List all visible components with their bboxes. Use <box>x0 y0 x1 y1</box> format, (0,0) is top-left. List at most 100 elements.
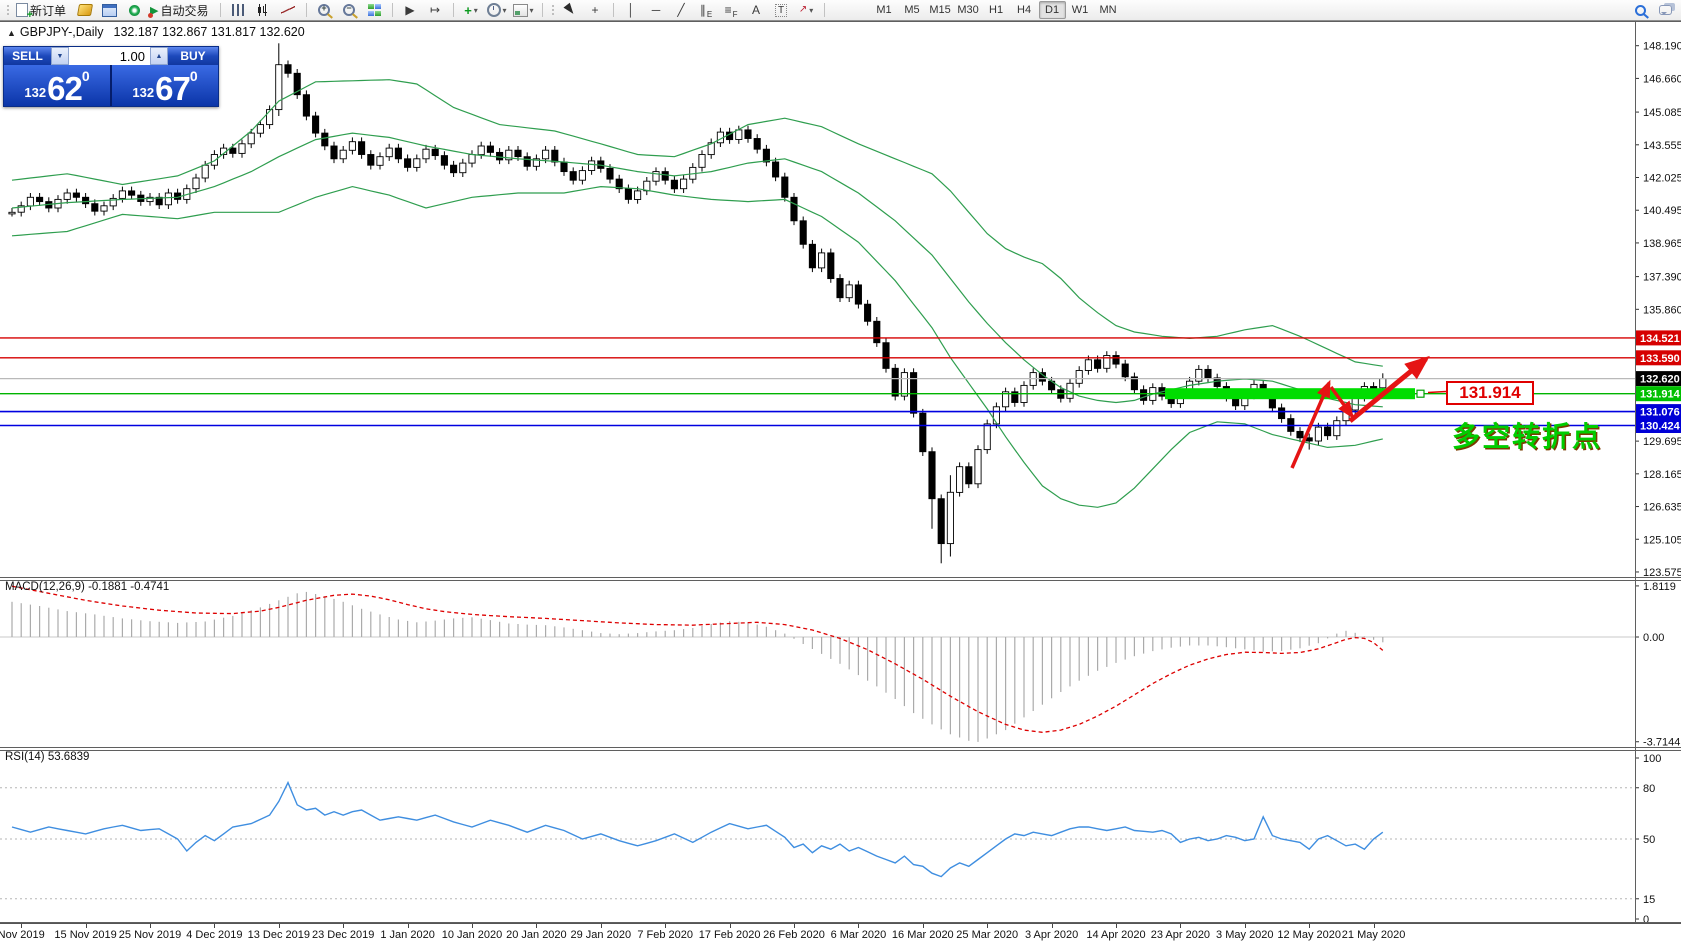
time-axis-label: 3 May 2020 <box>1216 929 1274 941</box>
search-button[interactable] <box>1629 1 1652 19</box>
candle-body <box>735 129 743 140</box>
toolbar-separator <box>305 3 307 17</box>
autotrading-button[interactable]: ▶ 自动交易 <box>148 1 213 19</box>
candle-body <box>1370 386 1378 389</box>
bar-chart-icon <box>231 4 245 16</box>
line-chart-button[interactable] <box>277 1 300 19</box>
channel-tool-button[interactable]: ∥ E <box>699 3 713 19</box>
candle-body <box>652 171 660 182</box>
candle-body <box>118 190 126 199</box>
sell-price-display[interactable]: 132 62 0 <box>4 65 110 106</box>
turning-point-annotation[interactable]: 多空转折点 <box>1452 421 1603 452</box>
chart-title: ▲ GBPJPY-,Daily 132.187 132.867 131.817 13… <box>7 25 305 39</box>
candle-body <box>698 154 706 168</box>
price-tick-label: 143.555 <box>1643 140 1681 152</box>
autotrading-icon: ▶ <box>148 5 159 18</box>
candle-body <box>100 205 108 212</box>
candle-body <box>928 451 936 500</box>
buy-price-display[interactable]: 132 67 0 <box>112 65 218 106</box>
cursor-icon <box>563 2 577 16</box>
bar-chart-button[interactable] <box>227 1 250 19</box>
time-axis-tick <box>278 924 280 928</box>
candle-body <box>348 141 356 151</box>
indicators-button[interactable]: + ▾ <box>460 1 483 19</box>
arrows-tool-button[interactable]: ↗ ▾ <box>795 1 818 19</box>
candle-body <box>413 158 421 168</box>
price-tick-label: 137.390 <box>1643 272 1681 284</box>
search-icon <box>1635 4 1646 16</box>
label-tool-button[interactable]: T <box>770 1 793 19</box>
price-tick-label: 138.965 <box>1643 238 1681 250</box>
rsi-pane <box>0 780 1635 900</box>
new-order-button[interactable]: 新订单 <box>14 1 71 21</box>
volume-input[interactable] <box>69 47 150 65</box>
time-axis-label: 25 Mar 2020 <box>956 929 1019 941</box>
terminal-button[interactable] <box>98 1 121 19</box>
new-order-label: 新订单 <box>30 3 67 18</box>
cursor-tool-button[interactable] <box>559 1 582 19</box>
trendline-tool-button[interactable]: ╱ <box>670 1 693 19</box>
candle-body <box>956 466 964 493</box>
auto-scroll-button[interactable]: ▶ <box>399 1 422 19</box>
line-anchor-handle[interactable] <box>1416 389 1425 398</box>
metaeditor-button[interactable] <box>73 1 96 19</box>
zoom-in-button[interactable]: + <box>313 1 336 19</box>
time-axis-tick <box>214 924 216 928</box>
time-axis-tick <box>1180 924 1182 928</box>
zoom-in-icon: + <box>318 4 330 16</box>
periods-button[interactable]: ▾ <box>485 1 509 19</box>
bollinger-middle-band <box>11 132 1383 408</box>
candle-body <box>836 278 844 299</box>
vertical-line-tool-button[interactable]: │ <box>620 1 643 19</box>
timeframe-button-M5[interactable]: M5 <box>904 4 920 16</box>
candle-body <box>440 155 448 166</box>
text-tool-button[interactable]: A <box>745 1 768 19</box>
volume-decrease-button[interactable]: ▼ <box>51 47 69 65</box>
price-callout-label[interactable]: 131.914 <box>1446 381 1534 405</box>
tile-windows-button[interactable] <box>363 1 386 19</box>
chat-button[interactable] <box>1654 1 1677 19</box>
candle-body <box>772 161 780 178</box>
candle-body <box>560 161 568 173</box>
price-axis[interactable]: 148.190 146.660 145.085 143.555 142.025 140.4… <box>1635 21 1681 926</box>
red-arrow[interactable] <box>1348 355 1430 423</box>
timeframe-button-MN[interactable]: MN <box>1099 4 1117 16</box>
candle-body <box>827 252 835 280</box>
horizontal-line-tool-button[interactable]: ─ <box>645 1 668 19</box>
timeframe-button-D1[interactable]: D1 <box>1038 1 1066 19</box>
candlestick-chart-button[interactable] <box>252 1 275 19</box>
zoom-out-button[interactable]: − <box>338 1 361 19</box>
candle-body <box>17 205 25 213</box>
channel-icon: ∥ <box>699 3 706 17</box>
buy-button[interactable]: BUY <box>168 47 218 65</box>
candle-body <box>358 141 366 155</box>
timeframe-button-M1[interactable]: M1 <box>876 4 892 16</box>
red-arrow[interactable] <box>1329 385 1355 419</box>
trend-arrows[interactable] <box>1290 355 1430 469</box>
candle-body <box>431 148 439 157</box>
timeframe-button-W1[interactable]: W1 <box>1071 4 1089 16</box>
timeframe-button-H4[interactable]: H4 <box>1017 4 1032 16</box>
volume-increase-button[interactable]: ▲ <box>150 47 168 65</box>
support-zone-bar[interactable] <box>1165 388 1415 400</box>
templates-button[interactable]: ▾ <box>511 1 536 19</box>
timeframe-button-H1[interactable]: H1 <box>989 4 1004 16</box>
timeframe-button-M30[interactable]: M30 <box>957 4 979 16</box>
time-axis[interactable]: Nov 2019 15 Nov 2019 25 Nov 2019 4 Dec 2019… <box>0 923 1681 944</box>
candle-body <box>1278 407 1286 420</box>
crosshair-tool-button[interactable]: + <box>584 1 607 19</box>
timeframe-button-M15[interactable]: M15 <box>929 4 951 16</box>
collapse-icon[interactable]: ▲ <box>7 28 16 38</box>
candle-body <box>1140 389 1148 401</box>
price-tick-label: 148.190 <box>1643 41 1681 53</box>
time-axis-tick <box>1051 924 1053 928</box>
fibonacci-tool-button[interactable]: ≡ F <box>724 3 738 19</box>
candle-body <box>744 129 752 139</box>
sell-button[interactable]: SELL <box>4 47 51 65</box>
red-arrow[interactable] <box>1290 379 1331 469</box>
candle-body <box>1195 368 1203 382</box>
tile-windows-icon <box>367 4 381 16</box>
chart-shift-button[interactable]: ↦ <box>424 1 447 19</box>
signals-button[interactable] <box>123 1 146 19</box>
